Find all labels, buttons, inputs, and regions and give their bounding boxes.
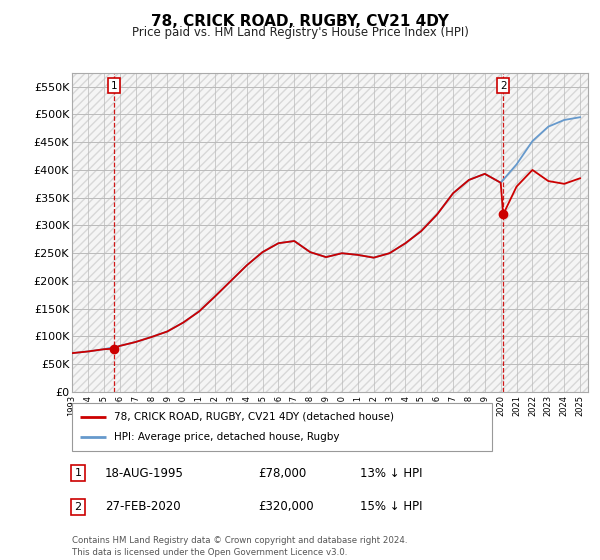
Text: 18-AUG-1995: 18-AUG-1995 xyxy=(105,466,184,480)
Text: Price paid vs. HM Land Registry's House Price Index (HPI): Price paid vs. HM Land Registry's House … xyxy=(131,26,469,39)
Text: 78, CRICK ROAD, RUGBY, CV21 4DY (detached house): 78, CRICK ROAD, RUGBY, CV21 4DY (detache… xyxy=(114,412,394,422)
Text: HPI: Average price, detached house, Rugby: HPI: Average price, detached house, Rugb… xyxy=(114,432,340,442)
Text: 27-FEB-2020: 27-FEB-2020 xyxy=(105,500,181,514)
Text: £78,000: £78,000 xyxy=(258,466,306,480)
Text: £320,000: £320,000 xyxy=(258,500,314,514)
Text: 13% ↓ HPI: 13% ↓ HPI xyxy=(360,466,422,480)
Text: 1: 1 xyxy=(74,468,82,478)
Text: Contains HM Land Registry data © Crown copyright and database right 2024.
This d: Contains HM Land Registry data © Crown c… xyxy=(72,536,407,557)
Text: 2: 2 xyxy=(500,81,506,91)
Text: 78, CRICK ROAD, RUGBY, CV21 4DY: 78, CRICK ROAD, RUGBY, CV21 4DY xyxy=(151,14,449,29)
Text: 2: 2 xyxy=(74,502,82,512)
Text: 1: 1 xyxy=(110,81,117,91)
Text: 15% ↓ HPI: 15% ↓ HPI xyxy=(360,500,422,514)
